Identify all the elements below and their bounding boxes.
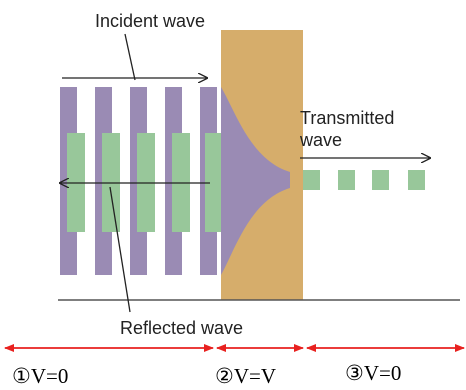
- diagram: Incident wave Transmitted wave Reflected…: [0, 0, 466, 390]
- transmitted-squares: [303, 170, 425, 190]
- incident-label: Incident wave: [95, 11, 205, 31]
- transmitted-label: Transmitted: [300, 108, 394, 128]
- transmitted-label: wave: [299, 130, 342, 150]
- region-label: ②V=V: [215, 364, 276, 388]
- reflected-label: Reflected wave: [120, 318, 243, 338]
- region-label: ③V=0: [345, 361, 401, 385]
- region-label: ①V=0: [12, 364, 68, 388]
